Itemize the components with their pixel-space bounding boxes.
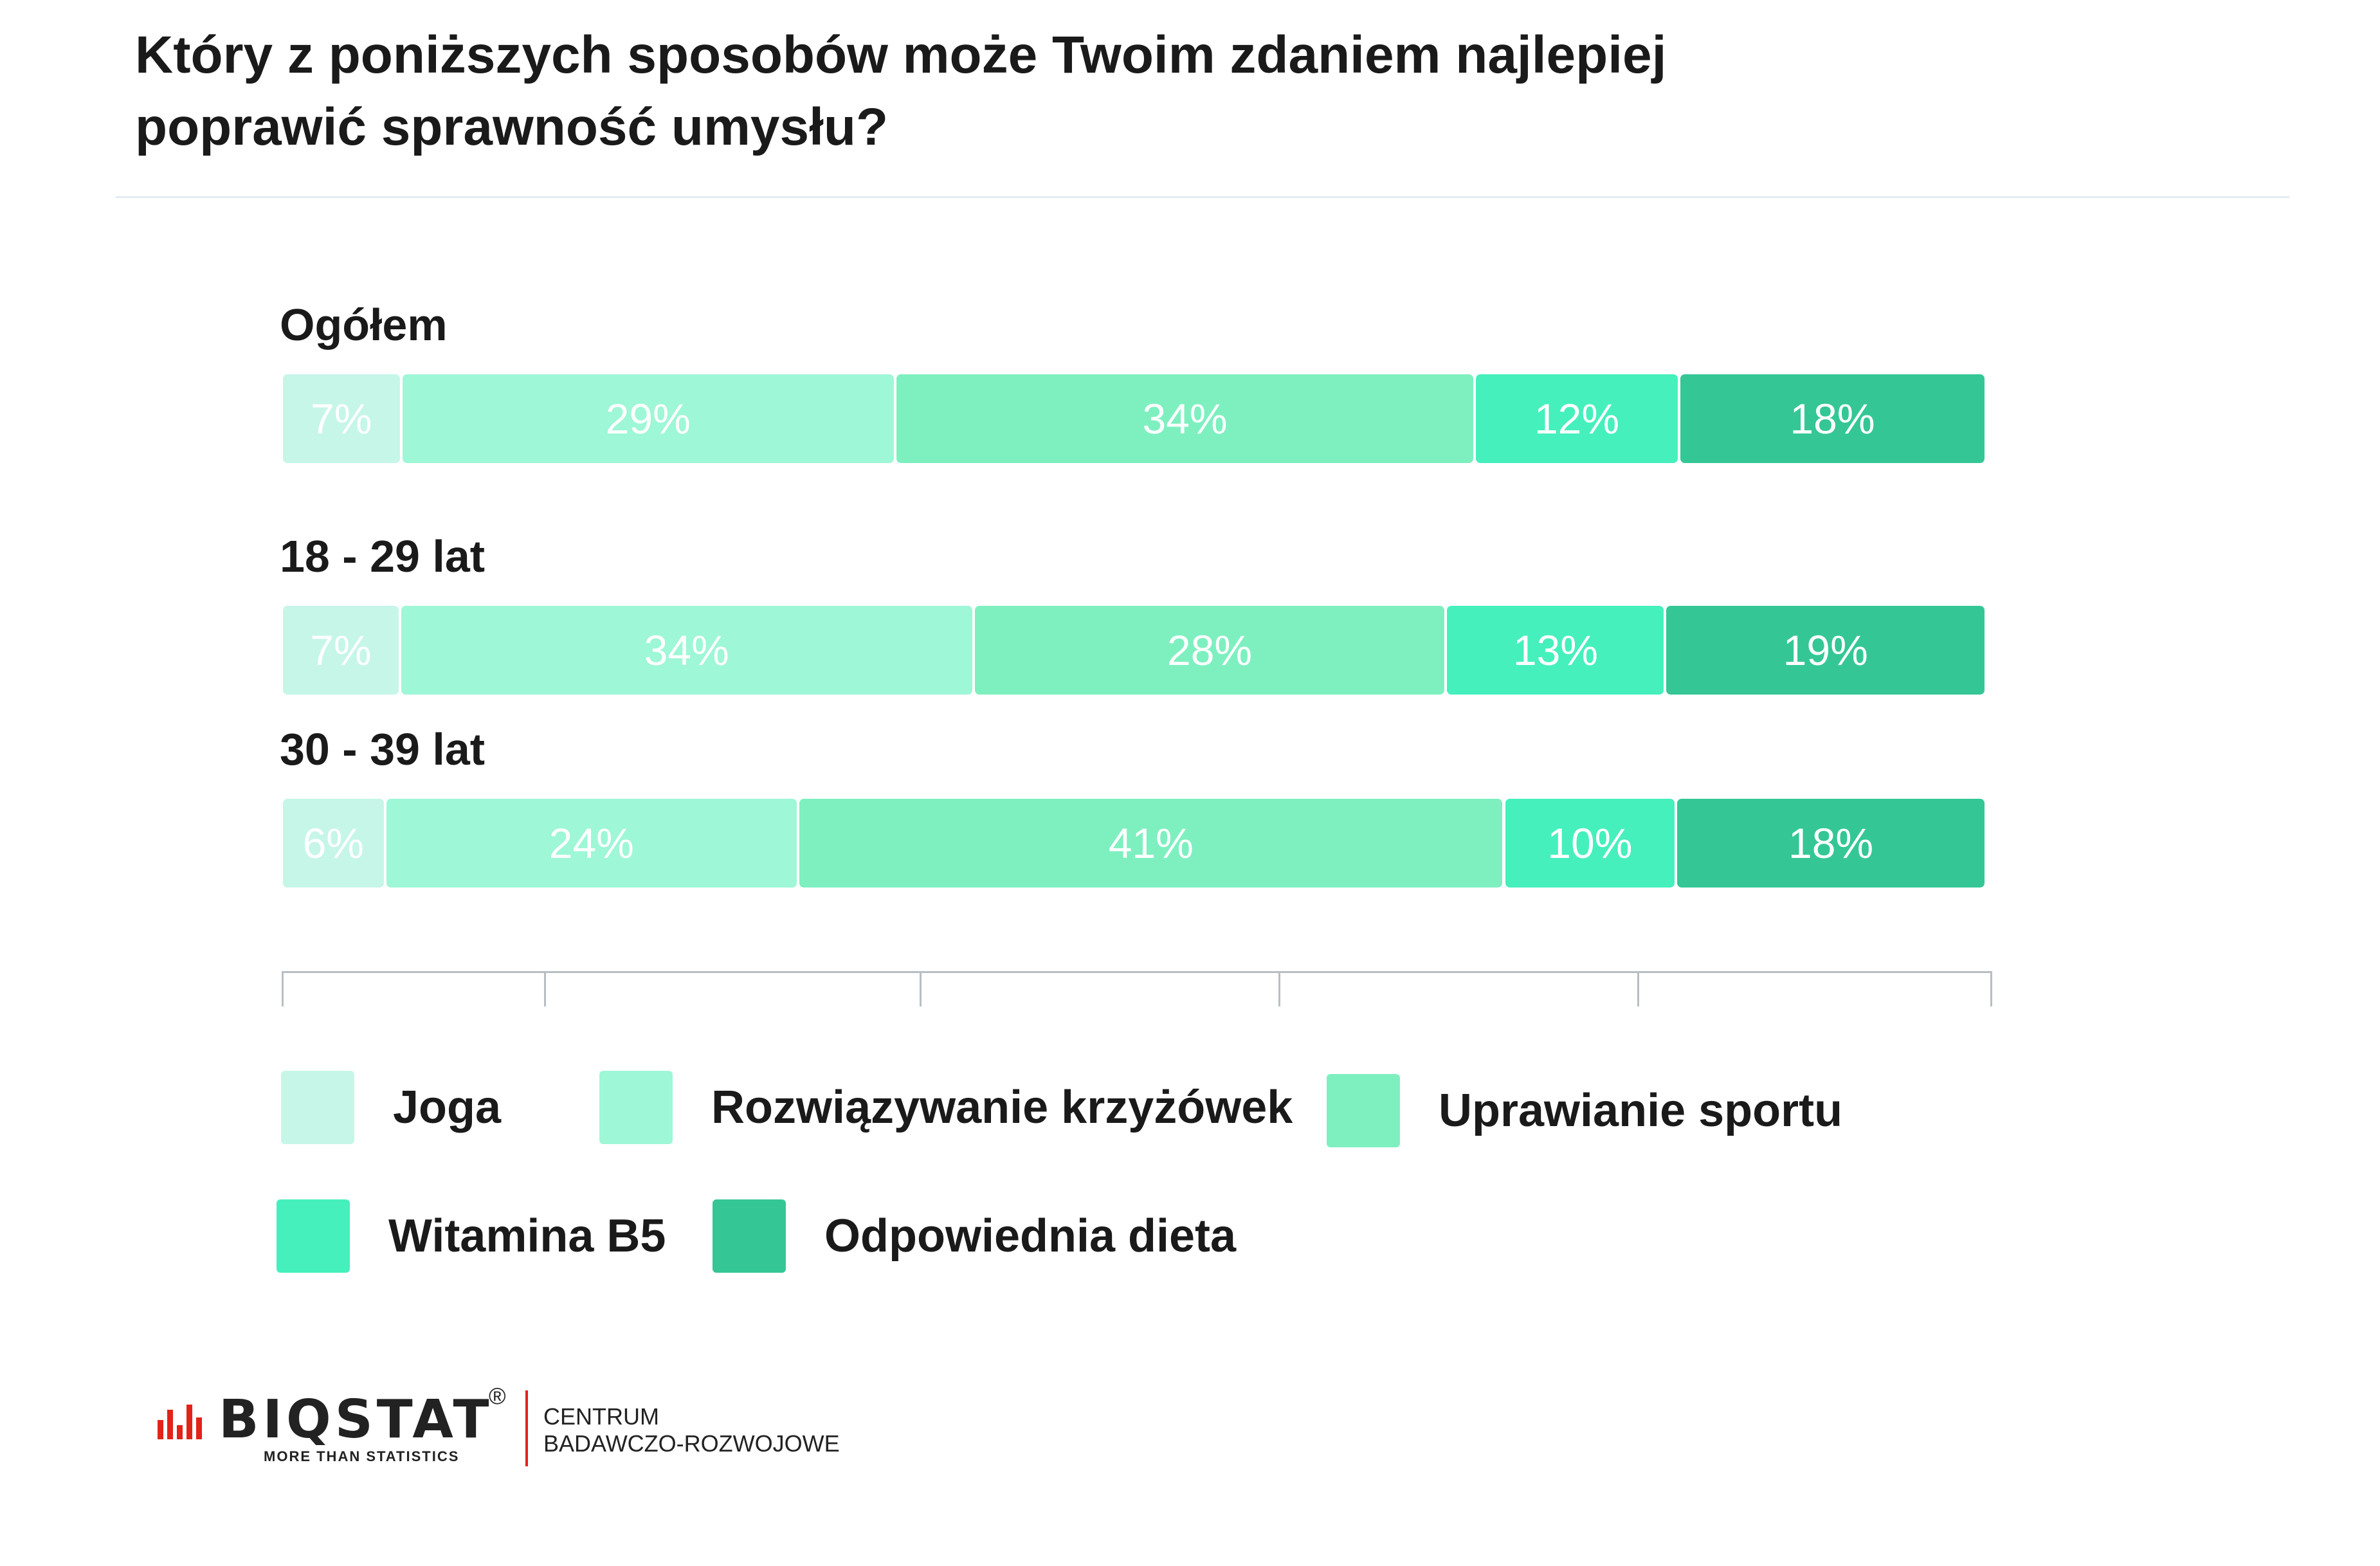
bar-segment: 34% bbox=[401, 606, 972, 695]
chart-title: Który z poniższych sposobów może Twoim z… bbox=[135, 19, 1871, 163]
legend-swatch bbox=[281, 1071, 354, 1144]
data-label: 34% bbox=[644, 626, 729, 674]
org-line-1: CENTRUM bbox=[543, 1403, 659, 1430]
data-label: 12% bbox=[1534, 395, 1620, 442]
legend-swatch bbox=[277, 1199, 350, 1273]
legend-item: Joga bbox=[281, 1071, 501, 1144]
bar-segment: 34% bbox=[896, 374, 1473, 463]
legend-swatch bbox=[713, 1199, 786, 1273]
x-axis-tick bbox=[1637, 971, 1639, 1006]
data-label: 19% bbox=[1783, 626, 1868, 674]
bar-segment: 18% bbox=[1677, 799, 1985, 888]
data-label: 7% bbox=[311, 395, 372, 442]
category-label: 18 - 29 lat bbox=[280, 531, 486, 581]
legend-item: Uprawianie sportu bbox=[1327, 1074, 1842, 1147]
biostat-bars-icon bbox=[158, 1405, 202, 1439]
data-label: 34% bbox=[1142, 395, 1228, 442]
data-label: 24% bbox=[549, 819, 634, 867]
x-axis-tick bbox=[1990, 971, 1992, 1006]
x-axis-line bbox=[282, 971, 1992, 973]
registered-mark: ® bbox=[489, 1383, 506, 1409]
x-axis-tick bbox=[920, 971, 922, 1006]
bar-segment: 10% bbox=[1505, 799, 1675, 888]
bar-segment: 24% bbox=[386, 799, 797, 888]
x-axis bbox=[282, 971, 1992, 1010]
bar-segment: 6% bbox=[283, 799, 384, 888]
legend-item: Odpowiednia dieta bbox=[713, 1199, 1236, 1273]
stacked-bar: 7% 34% 28% 13% 19% bbox=[283, 606, 1987, 695]
legend-swatch bbox=[1327, 1074, 1400, 1147]
x-axis-tick bbox=[544, 971, 546, 1006]
bar-segment: 7% bbox=[283, 374, 400, 463]
footer-divider bbox=[525, 1390, 528, 1466]
org-line-2: BADAWCZO-ROZWOJOWE bbox=[543, 1430, 840, 1457]
stacked-bar: 7% 29% 34% 12% 18% bbox=[283, 374, 1987, 463]
legend-item: Rozwiązywanie krzyżówek bbox=[599, 1071, 1293, 1144]
legend-label: Rozwiązywanie krzyżówek bbox=[711, 1082, 1293, 1133]
data-label: 18% bbox=[1790, 395, 1875, 442]
x-axis-tick bbox=[1278, 971, 1280, 1006]
data-label: 41% bbox=[1108, 819, 1194, 867]
legend-item: Witamina B5 bbox=[277, 1199, 666, 1273]
bar-segment: 19% bbox=[1666, 606, 1985, 695]
data-label: 29% bbox=[605, 395, 691, 442]
bar-segment: 13% bbox=[1447, 606, 1664, 695]
legend-label: Witamina B5 bbox=[388, 1210, 666, 1262]
chart-title-line-1: Który z poniższych sposobów może Twoim z… bbox=[135, 26, 1667, 84]
category-label: Ogółem bbox=[280, 300, 448, 350]
chart-title-line-2: poprawić sprawność umysłu? bbox=[135, 98, 889, 156]
data-label: 18% bbox=[1788, 819, 1874, 867]
bar-segment: 12% bbox=[1476, 374, 1678, 463]
data-label: 13% bbox=[1512, 626, 1598, 674]
legend-label: Joga bbox=[393, 1082, 502, 1133]
footer-logo: BIQSTAT ® MORE THAN STATISTICS CENTRUM B… bbox=[158, 1383, 929, 1473]
category-label: 30 - 39 lat bbox=[280, 724, 486, 774]
bar-segment: 41% bbox=[799, 799, 1503, 888]
bar-segment: 28% bbox=[974, 606, 1445, 695]
title-divider bbox=[116, 196, 2289, 198]
legend-label: Odpowiednia dieta bbox=[824, 1210, 1237, 1262]
x-axis-tick bbox=[282, 971, 284, 1006]
organization-name: CENTRUM BADAWCZO-ROZWOJOWE bbox=[543, 1403, 840, 1457]
legend-swatch bbox=[599, 1071, 673, 1144]
bar-segment: 7% bbox=[283, 606, 399, 695]
legend-label: Uprawianie sportu bbox=[1439, 1085, 1843, 1136]
data-label: 7% bbox=[310, 626, 372, 674]
brand-name: BIQSTAT bbox=[219, 1389, 493, 1450]
data-label: 10% bbox=[1547, 819, 1633, 867]
stacked-bar: 6% 24% 41% 10% 18% bbox=[283, 799, 1987, 888]
bar-segment: 18% bbox=[1680, 374, 1985, 463]
data-label: 28% bbox=[1167, 626, 1253, 674]
brand-tagline: MORE THAN STATISTICS bbox=[264, 1448, 460, 1464]
bar-segment: 29% bbox=[402, 374, 894, 463]
data-label: 6% bbox=[302, 819, 364, 867]
